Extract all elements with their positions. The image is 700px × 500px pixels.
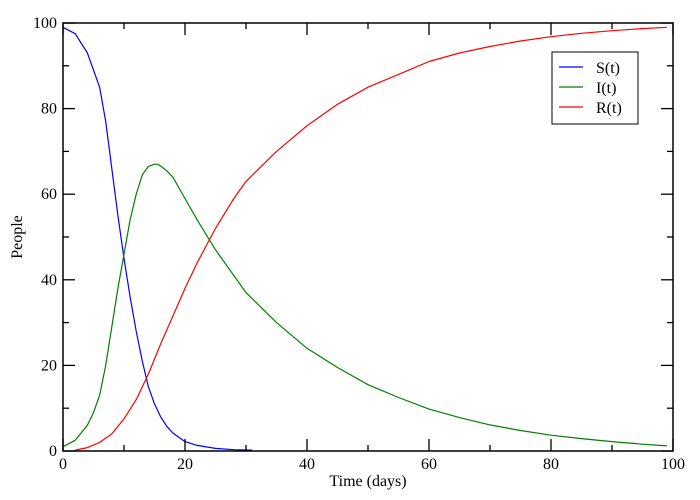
line-r: [75, 26, 667, 451]
legend-box: [551, 51, 639, 125]
tick-labels: 0 20 40 60 80 100 0 20 40 60 80 100: [33, 15, 685, 473]
x-axis-title: Time (days): [329, 473, 406, 490]
y-tick-label: 0: [49, 443, 57, 460]
legend: S(t) I(t) R(t): [551, 51, 639, 125]
line-s: [62, 26, 253, 451]
x-tick-label: 60: [421, 456, 437, 473]
y-axis-title: People: [9, 215, 26, 259]
y-tick-label: 80: [41, 101, 57, 118]
x-tick-label: 40: [299, 456, 315, 473]
legend-label-s: S(t): [596, 60, 620, 77]
line-i: [62, 163, 667, 448]
plot-lines: [62, 26, 667, 451]
x-tick-label: 20: [177, 456, 193, 473]
y-tick-label: 100: [33, 15, 57, 32]
legend-label-r: R(t): [596, 100, 622, 117]
legend-label-i: I(t): [596, 80, 616, 97]
x-tick-label: 0: [59, 456, 67, 473]
y-tick-label: 40: [41, 272, 57, 289]
x-tick-label: 100: [661, 456, 685, 473]
y-tick-label: 20: [41, 357, 57, 374]
axis-ticks: [62, 22, 674, 452]
x-tick-label: 80: [543, 456, 559, 473]
y-tick-label: 60: [41, 186, 57, 203]
